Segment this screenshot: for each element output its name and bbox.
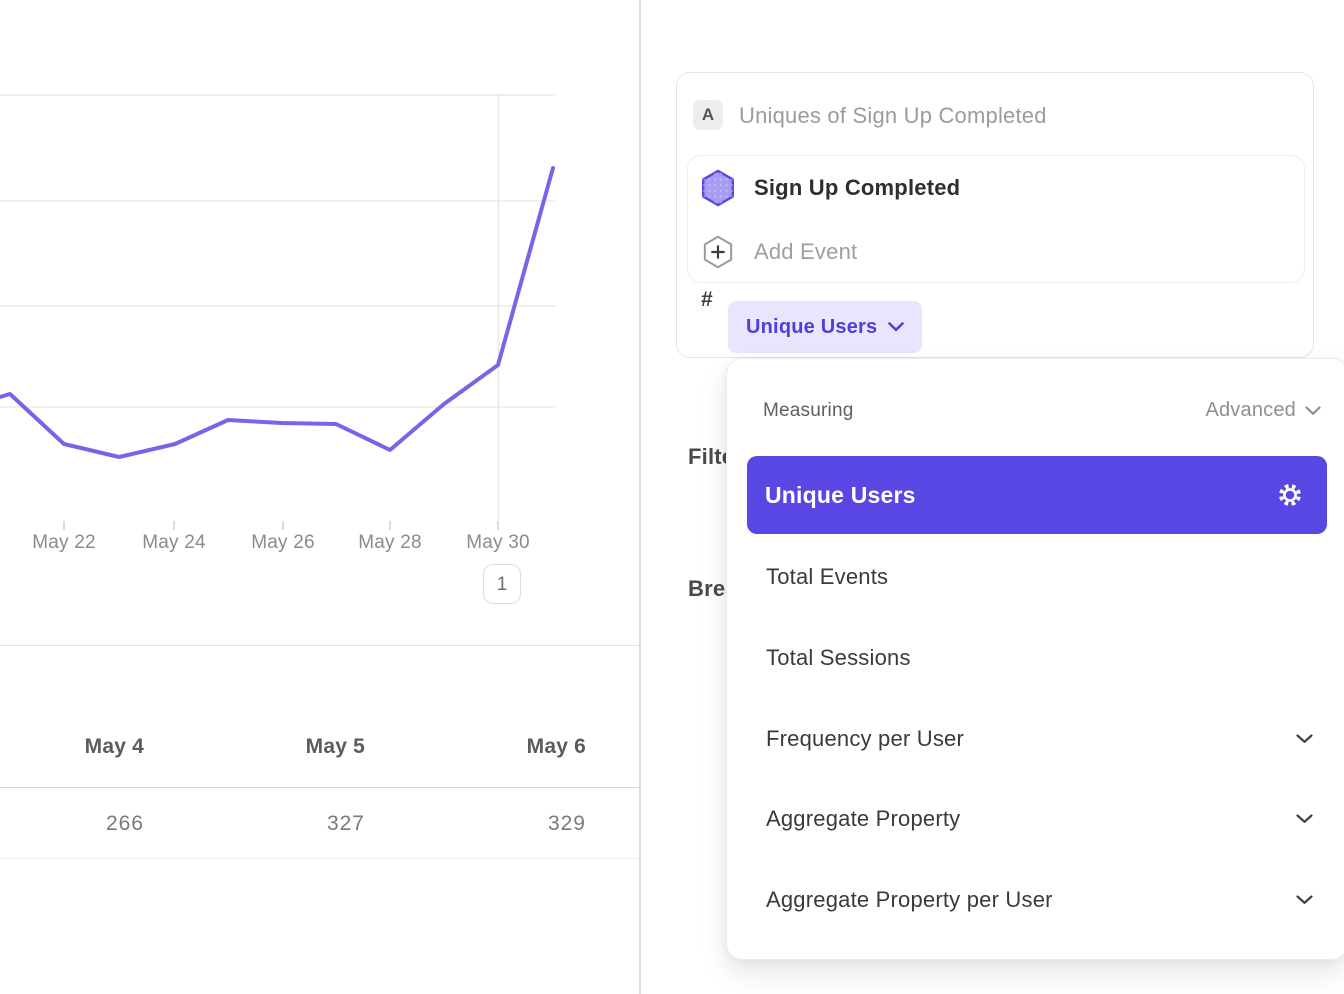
measuring-mode-label: Advanced [1205,399,1296,421]
pane-divider [639,0,641,994]
menu-item-total-events[interactable]: Total Events [727,549,1344,605]
add-event-button[interactable]: Add Event [688,220,1304,284]
x-axis-label: May 30 [466,532,530,553]
measuring-menu-header: Measuring [763,400,854,421]
line-chart [0,93,556,530]
series-letter-badge: A [693,100,723,130]
menu-item-label: Total Events [766,564,889,589]
add-event-label: Add Event [754,239,858,264]
table-value-cell: 266 [105,812,144,835]
menu-item-label: Frequency per User [766,726,965,751]
table-top-divider [0,645,639,646]
x-axis-label: May 22 [32,532,96,553]
measure-value: Unique Users [746,315,878,338]
x-axis-label: May 26 [251,532,315,553]
x-axis-label: May 24 [142,532,206,553]
menu-item-aggregate-property[interactable]: Aggregate Property [727,791,1344,847]
chevron-down-icon [888,322,905,332]
event-name: Sign Up Completed [754,175,961,200]
measuring-dropdown-menu: Measuring Advanced Unique Users Total Ev… [726,358,1344,960]
table-header-cell[interactable]: May 4 [84,735,144,758]
measure-hash-symbol: # [701,288,713,311]
gear-icon[interactable] [1275,480,1305,510]
x-axis-ticks [63,521,499,530]
chevron-down-icon [1296,895,1313,905]
series-title: Uniques of Sign Up Completed [739,103,1047,128]
chart-gridlines [0,94,556,408]
query-builder-card: A Uniques of Sign Up Completed Sign Up C… [676,72,1314,358]
menu-item-label: Aggregate Property per User [766,887,1053,912]
menu-item-unique-users-selected[interactable]: Unique Users [747,456,1327,534]
event-card: Sign Up Completed Add Event [687,155,1305,283]
menu-item-label: Total Sessions [766,645,911,670]
menu-item-label: Aggregate Property [766,806,961,831]
chevron-down-icon [1296,734,1313,744]
table-row-divider [0,858,639,859]
annotation-badge[interactable]: 1 [483,564,521,604]
table-header-divider [0,787,639,788]
table-value-cell: 329 [547,812,586,835]
x-axis-label: May 28 [358,532,422,553]
menu-item-total-sessions[interactable]: Total Sessions [727,630,1344,686]
menu-item-frequency-per-user[interactable]: Frequency per User [727,711,1344,767]
measure-dropdown-button[interactable]: Unique Users [728,301,923,353]
chevron-down-icon [1296,814,1313,824]
event-row[interactable]: Sign Up Completed [688,156,1304,220]
menu-item-aggregate-property-per-user[interactable]: Aggregate Property per User [727,872,1344,928]
menu-item-label: Unique Users [765,481,916,508]
add-event-hexagon-plus-icon [700,231,736,273]
chart-line[interactable] [0,166,555,459]
table-value-cell: 327 [326,812,365,835]
table-header-cell[interactable]: May 5 [305,735,365,758]
measuring-mode-selector[interactable]: Advanced [1205,399,1321,422]
chevron-down-icon [1305,405,1321,415]
table-header-cell[interactable]: May 6 [526,735,586,758]
event-hexagon-icon [700,167,736,209]
